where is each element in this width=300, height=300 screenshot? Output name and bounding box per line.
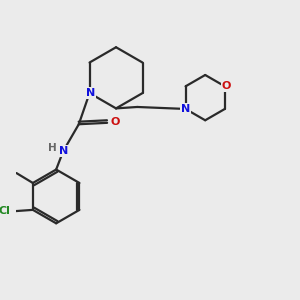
Text: H: H xyxy=(48,143,57,153)
Text: N: N xyxy=(86,88,96,98)
Text: O: O xyxy=(110,117,120,127)
Text: N: N xyxy=(181,104,190,114)
Text: Cl: Cl xyxy=(0,206,11,216)
Text: O: O xyxy=(221,81,231,91)
Text: N: N xyxy=(59,146,68,156)
